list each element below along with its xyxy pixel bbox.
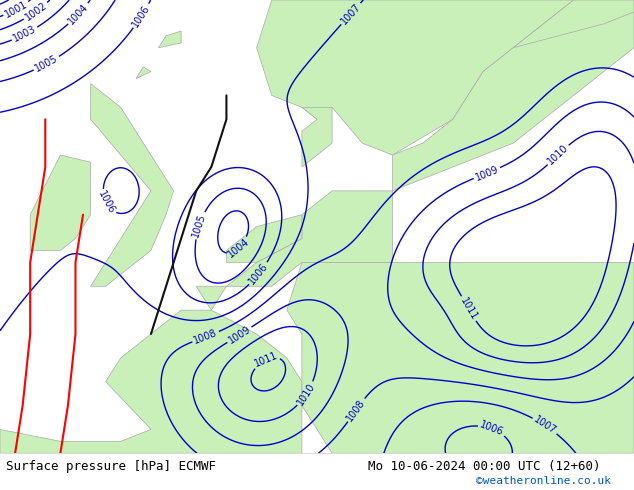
- Text: Mo 10-06-2024 00:00 UTC (12+60): Mo 10-06-2024 00:00 UTC (12+60): [368, 460, 600, 473]
- Polygon shape: [158, 31, 181, 48]
- Polygon shape: [257, 0, 634, 155]
- Polygon shape: [514, 0, 634, 48]
- Polygon shape: [392, 0, 634, 191]
- Text: 1005: 1005: [34, 53, 60, 74]
- Text: 1006: 1006: [96, 190, 117, 216]
- Text: ©weatheronline.co.uk: ©weatheronline.co.uk: [476, 476, 611, 486]
- Text: 1007: 1007: [339, 1, 363, 26]
- Polygon shape: [302, 107, 332, 167]
- Text: 1002: 1002: [23, 0, 49, 23]
- Text: 1004: 1004: [226, 237, 251, 260]
- Text: 1006: 1006: [247, 261, 270, 287]
- Text: 1009: 1009: [474, 164, 500, 182]
- Text: 1010: 1010: [295, 381, 317, 407]
- Text: 1006: 1006: [479, 420, 505, 438]
- Text: 1011: 1011: [458, 295, 479, 322]
- Polygon shape: [287, 263, 634, 453]
- Polygon shape: [197, 191, 392, 310]
- Text: 1005: 1005: [191, 212, 208, 239]
- Text: 1004: 1004: [67, 1, 91, 26]
- Text: 1006: 1006: [131, 3, 152, 29]
- Text: 1009: 1009: [226, 324, 252, 345]
- Text: 1011: 1011: [253, 350, 280, 369]
- Polygon shape: [136, 67, 151, 79]
- Polygon shape: [226, 215, 302, 263]
- Polygon shape: [91, 83, 174, 286]
- Polygon shape: [0, 310, 302, 453]
- Text: 1003: 1003: [11, 24, 38, 44]
- Text: 1010: 1010: [546, 143, 571, 167]
- Text: 1001: 1001: [3, 0, 29, 20]
- Polygon shape: [30, 155, 91, 250]
- Text: Surface pressure [hPa] ECMWF: Surface pressure [hPa] ECMWF: [6, 460, 216, 473]
- Text: 1007: 1007: [532, 415, 558, 437]
- Text: 1008: 1008: [193, 328, 219, 346]
- Text: 1008: 1008: [345, 397, 367, 423]
